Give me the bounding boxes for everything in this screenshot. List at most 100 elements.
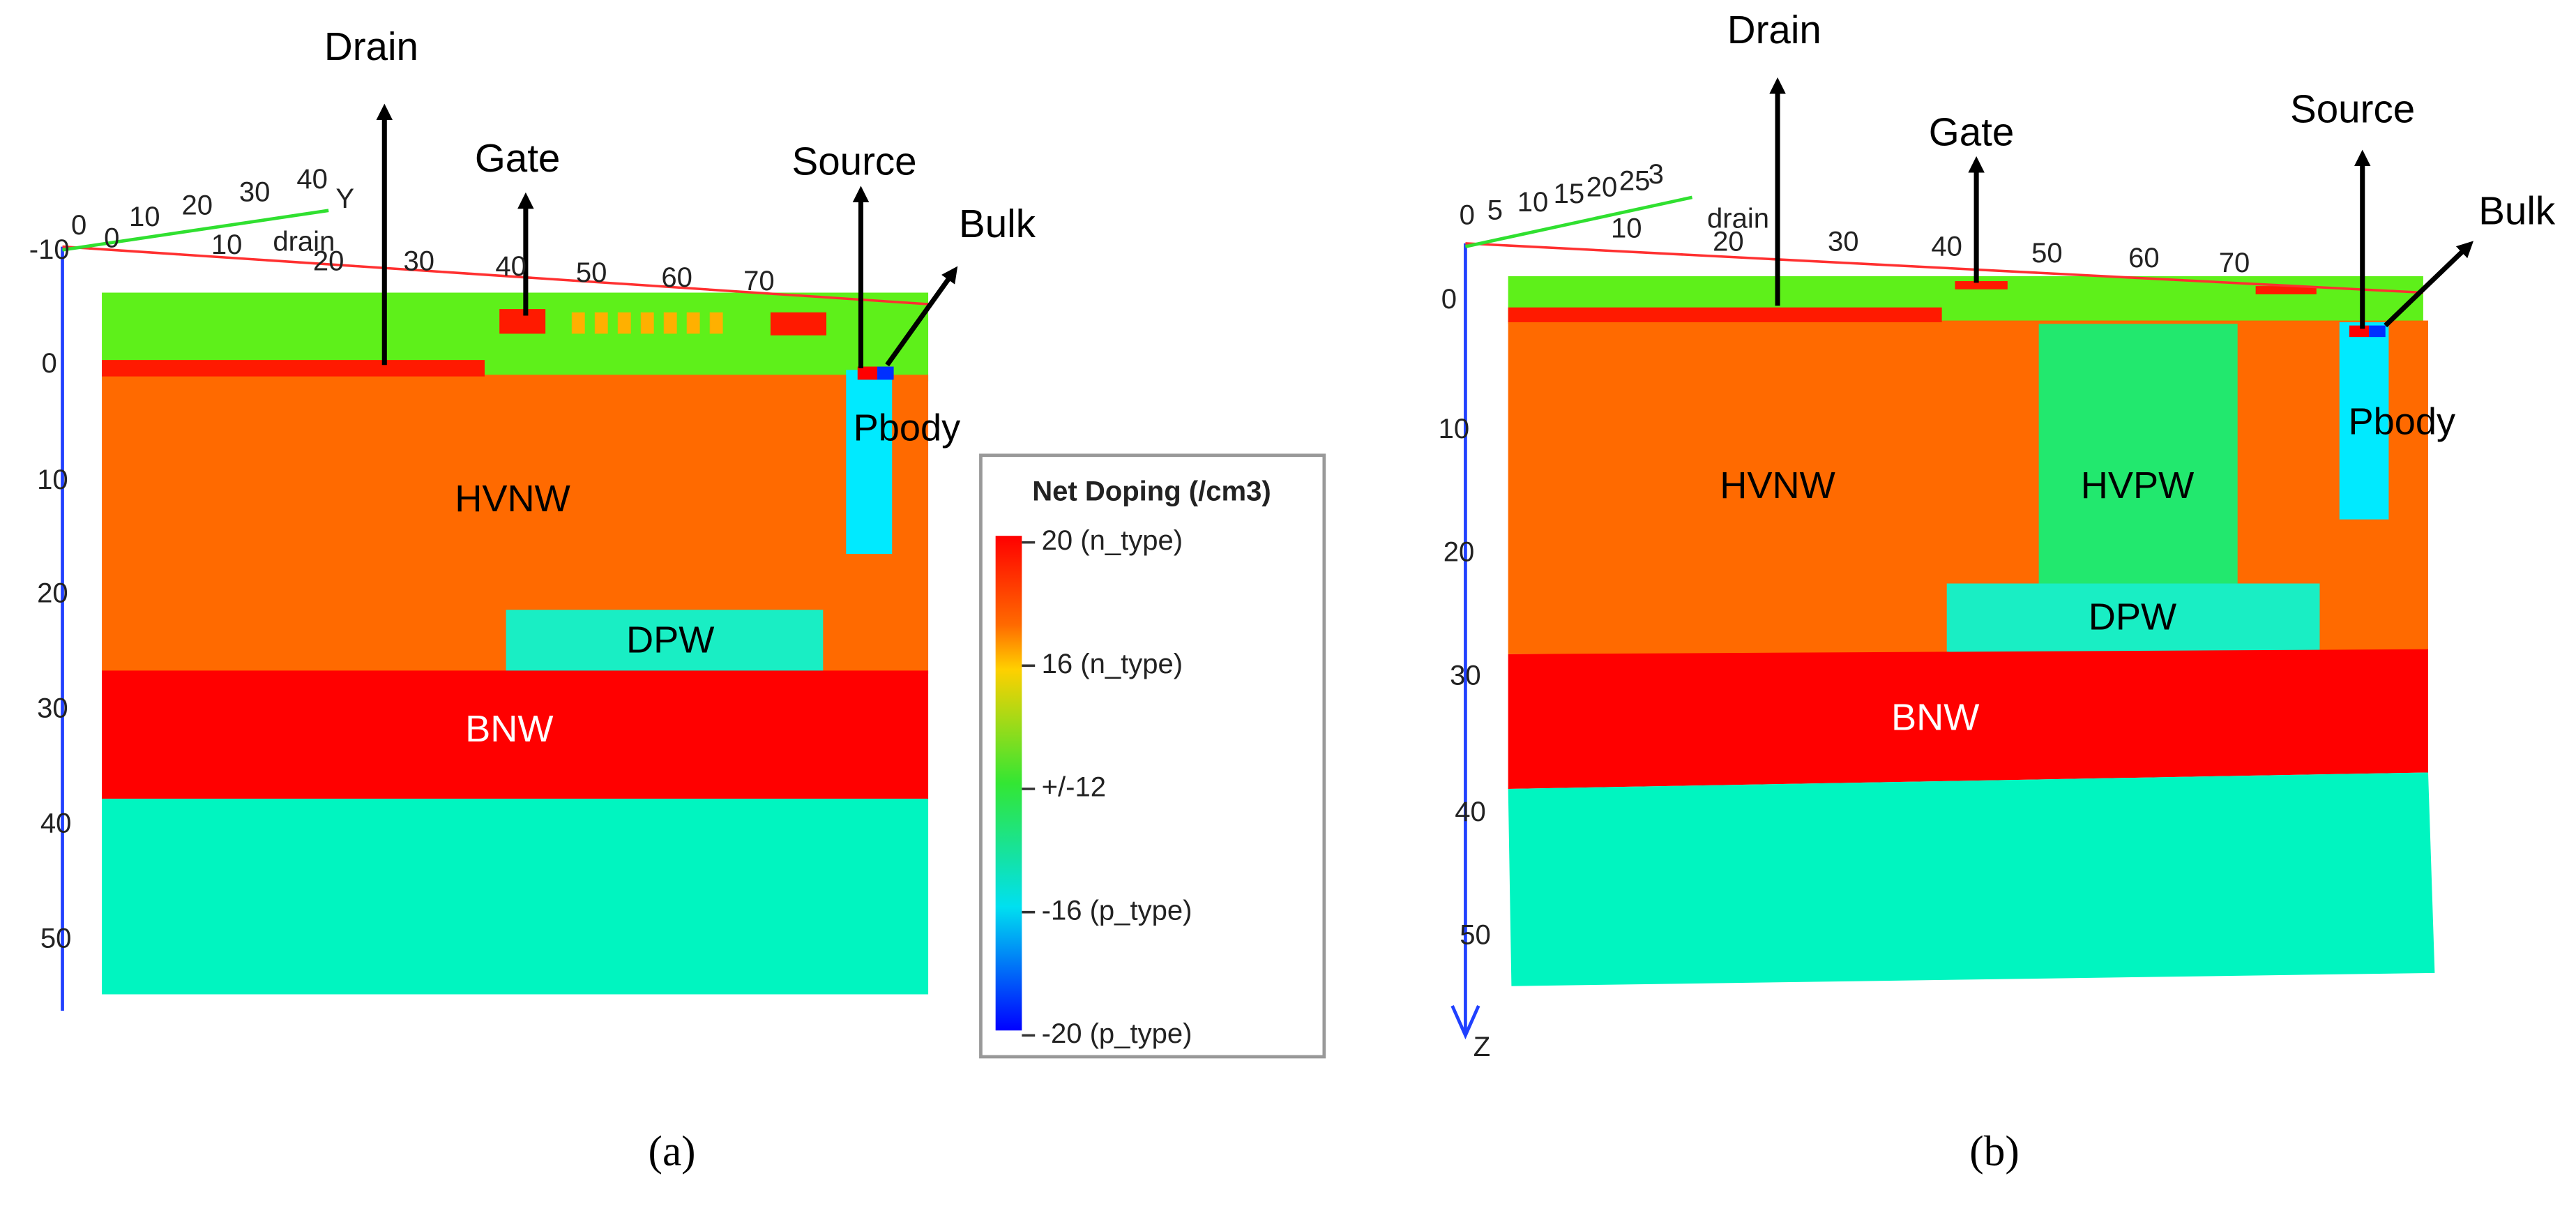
x-tick-label: 20 bbox=[313, 246, 344, 277]
terminal-label: Source bbox=[791, 140, 916, 183]
x-tick-label: 60 bbox=[661, 262, 692, 293]
drain-strip bbox=[1508, 307, 1942, 322]
x-tick-label: 10 bbox=[211, 229, 243, 260]
y-tick-label: 15 bbox=[1554, 179, 1585, 209]
device-b bbox=[1450, 195, 2435, 1040]
y-tick-label: 10 bbox=[1517, 187, 1549, 218]
y-tick-label: 20 bbox=[181, 190, 213, 221]
field-plate bbox=[770, 312, 827, 336]
legend-label: -16 (p_type) bbox=[1042, 895, 1192, 926]
region-label: DPW bbox=[2089, 596, 2176, 638]
x-tick-label: 30 bbox=[403, 246, 434, 277]
z-tick-label: 0 bbox=[42, 348, 57, 379]
axis-name: Z bbox=[1473, 1032, 1490, 1062]
region-label: HVNW bbox=[455, 478, 570, 520]
z-tick-label: 0 bbox=[1441, 284, 1457, 315]
y-tick-label: 25 bbox=[1619, 165, 1651, 196]
x-tick-label: 10 bbox=[1611, 213, 1642, 244]
y-axis bbox=[1464, 195, 1693, 248]
region-label: DPW bbox=[626, 619, 714, 661]
bnw-region bbox=[1508, 649, 2428, 790]
y-tick-label: 10 bbox=[129, 202, 160, 232]
terminal-label: Gate bbox=[1929, 110, 2015, 153]
axis-name: drain bbox=[1707, 203, 1769, 234]
region-label: BNW bbox=[1891, 696, 1979, 738]
pbody-region bbox=[846, 370, 893, 555]
terminal-label: Gate bbox=[475, 136, 561, 180]
y-tick-label: 40 bbox=[296, 164, 328, 195]
substrate bbox=[102, 799, 929, 995]
gate-poly bbox=[499, 309, 546, 334]
dpw-region bbox=[506, 610, 824, 675]
z-tick-label: 20 bbox=[37, 578, 68, 609]
source-contact bbox=[2349, 325, 2370, 338]
region-label: HVPW bbox=[2081, 465, 2195, 506]
x-tick-label: 50 bbox=[576, 257, 607, 288]
axis-name: Y bbox=[335, 183, 354, 214]
z-tick-label: 40 bbox=[1455, 797, 1486, 827]
panel-label: (b) bbox=[1969, 1127, 2019, 1175]
bulk-contact bbox=[877, 366, 894, 380]
legend-label: 16 (n_type) bbox=[1042, 649, 1183, 679]
y-tick-label: 5 bbox=[1487, 195, 1503, 226]
y-tick-label: 0 bbox=[71, 210, 86, 241]
z-tick-label: 10 bbox=[37, 465, 68, 495]
y-tick-label: 30 bbox=[239, 177, 271, 208]
z-tick-label: 10 bbox=[1439, 414, 1470, 444]
dpw-region bbox=[1946, 583, 2320, 653]
x-tick-label: 40 bbox=[1931, 231, 1962, 262]
x-tick-label: 50 bbox=[2031, 238, 2063, 269]
legend-title: Net Doping (/cm3) bbox=[1032, 476, 1271, 507]
z-tick-label: 50 bbox=[1460, 920, 1491, 951]
terminal-label: Bulk bbox=[959, 202, 1036, 246]
y-tick-label: 0 bbox=[104, 223, 119, 254]
legend-label: 20 (n_type) bbox=[1042, 525, 1183, 556]
legend-label: -20 (p_type) bbox=[1042, 1018, 1192, 1049]
region-label: HVNW bbox=[1720, 465, 1835, 506]
z-tick-label: 30 bbox=[37, 693, 68, 723]
region-label: Pbody bbox=[854, 407, 961, 449]
z-arrow bbox=[1450, 1005, 1480, 1040]
region-label: Pbody bbox=[2348, 400, 2455, 442]
pbody-region bbox=[2339, 322, 2389, 520]
field-plate bbox=[2255, 286, 2317, 294]
y-tick-label: 0 bbox=[1460, 200, 1475, 231]
y-tick-label: 20 bbox=[1586, 172, 1618, 203]
gate-poly bbox=[1955, 281, 2008, 289]
hvpw-region bbox=[2038, 324, 2238, 584]
x-axis bbox=[1465, 242, 2423, 294]
source-contact bbox=[857, 366, 878, 380]
y-axis bbox=[62, 209, 329, 252]
x-tick-label: 20 bbox=[1713, 226, 1744, 257]
terminal-label: Drain bbox=[324, 24, 418, 68]
x-tick-label: 60 bbox=[2128, 243, 2160, 273]
legend-box bbox=[979, 453, 1326, 1059]
z-tick-label: 50 bbox=[40, 923, 72, 954]
field-rings bbox=[571, 312, 723, 334]
region-label: BNW bbox=[465, 708, 553, 750]
z-tick-label: 40 bbox=[40, 808, 72, 838]
z-tick-label: 30 bbox=[1450, 660, 1481, 691]
z-tick-label: 20 bbox=[1444, 537, 1475, 568]
terminal-arrows bbox=[376, 77, 2474, 368]
z-tick-label: -10 bbox=[29, 234, 70, 265]
x-tick-label: 40 bbox=[495, 251, 526, 282]
bulk-contact bbox=[2369, 325, 2386, 338]
y-tick-label: 3 bbox=[1649, 159, 1664, 190]
x-tick-label: 70 bbox=[743, 266, 775, 296]
x-axis bbox=[62, 245, 929, 306]
axis-name: drain bbox=[273, 226, 335, 257]
bnw-region bbox=[102, 670, 929, 799]
device-a bbox=[61, 209, 929, 1011]
terminal-label: Source bbox=[2290, 86, 2415, 130]
panel-label: (a) bbox=[649, 1127, 696, 1175]
terminal-label: Bulk bbox=[2478, 188, 2556, 232]
terminal-label: Drain bbox=[1727, 8, 1821, 52]
legend-label: +/-12 bbox=[1042, 772, 1106, 803]
substrate bbox=[1508, 772, 2435, 986]
x-tick-label: 30 bbox=[1828, 226, 1859, 257]
x-tick-label: 70 bbox=[2219, 248, 2250, 278]
color-bar bbox=[995, 536, 1022, 1031]
drain-strip bbox=[102, 360, 485, 377]
